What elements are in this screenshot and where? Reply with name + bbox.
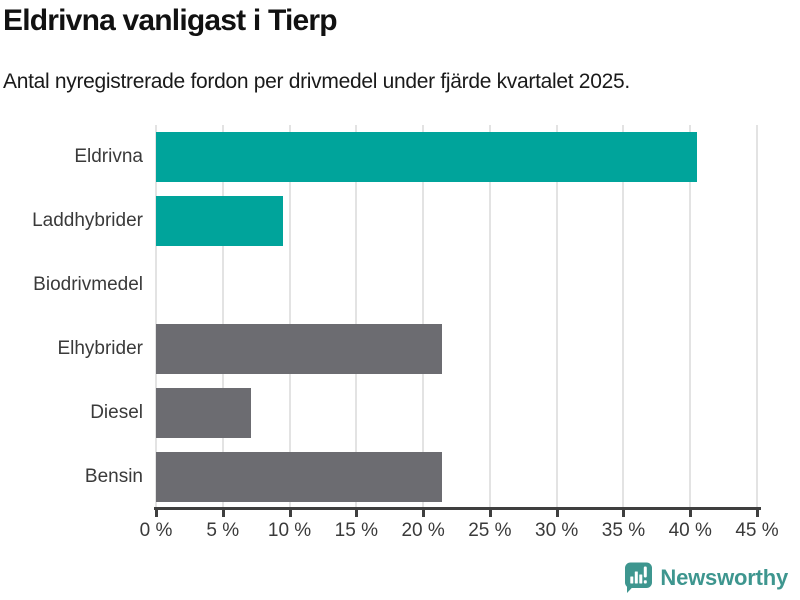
x-tick-label: 5 % — [206, 520, 240, 541]
gridline — [155, 125, 157, 509]
x-tick-label: 0 % — [139, 520, 173, 541]
brand-name: Newsworthy — [660, 565, 788, 590]
bar-eldrivna — [156, 132, 697, 182]
category-label-biodrivmedel: Biodrivmedel — [33, 274, 143, 295]
gridline — [622, 125, 625, 509]
x-tick — [756, 507, 759, 517]
x-tick — [155, 507, 158, 517]
category-label-eldrivna: Eldrivna — [74, 146, 143, 167]
gridline — [221, 125, 224, 509]
gridline — [288, 125, 291, 509]
x-tick — [689, 507, 693, 517]
bar-bensin — [156, 452, 442, 502]
x-tick — [221, 507, 225, 517]
x-tick-label: 30 % — [535, 520, 579, 541]
x-tick-label: 25 % — [468, 520, 512, 541]
gridline — [488, 125, 491, 509]
category-labels: Eldrivna Laddhybrider Biodrivmedel Elhybrid… — [0, 125, 143, 509]
x-tick — [555, 507, 559, 517]
brand-footer: Newsworthy — [624, 562, 788, 594]
x-tick-label: 45 % — [735, 520, 779, 541]
gridline — [756, 125, 758, 509]
x-tick-label: 10 % — [267, 520, 312, 541]
bar-elhybrider — [156, 324, 442, 374]
x-tick — [355, 507, 359, 517]
bar-laddhybrider — [156, 196, 283, 246]
x-axis-line — [154, 507, 761, 510]
category-label-diesel: Diesel — [90, 402, 143, 423]
gridline — [355, 125, 358, 509]
category-label-bensin: Bensin — [84, 466, 143, 487]
category-label-elhybrider: Elhybrider — [57, 338, 143, 359]
x-tick — [422, 507, 426, 517]
bar-diesel — [156, 388, 251, 438]
x-tick — [288, 507, 292, 517]
x-tick — [488, 507, 492, 517]
x-tick-label: 35 % — [601, 520, 646, 541]
x-tick-label: 15 % — [334, 520, 378, 541]
newsworthy-logo-icon — [625, 562, 653, 593]
category-label-laddhybrider: Laddhybrider — [32, 210, 143, 231]
x-tick-label: 20 % — [401, 520, 445, 541]
x-tick — [622, 507, 626, 517]
x-tick-label: 40 % — [668, 520, 712, 541]
plot-area — [155, 125, 758, 509]
gridline — [422, 125, 425, 509]
gridline — [555, 125, 558, 509]
chart-subtitle: Antal nyregistrerade fordon per drivmede… — [3, 70, 630, 93]
gridline — [689, 125, 692, 509]
chart-title: Eldrivna vanligast i Tierp — [3, 4, 338, 37]
